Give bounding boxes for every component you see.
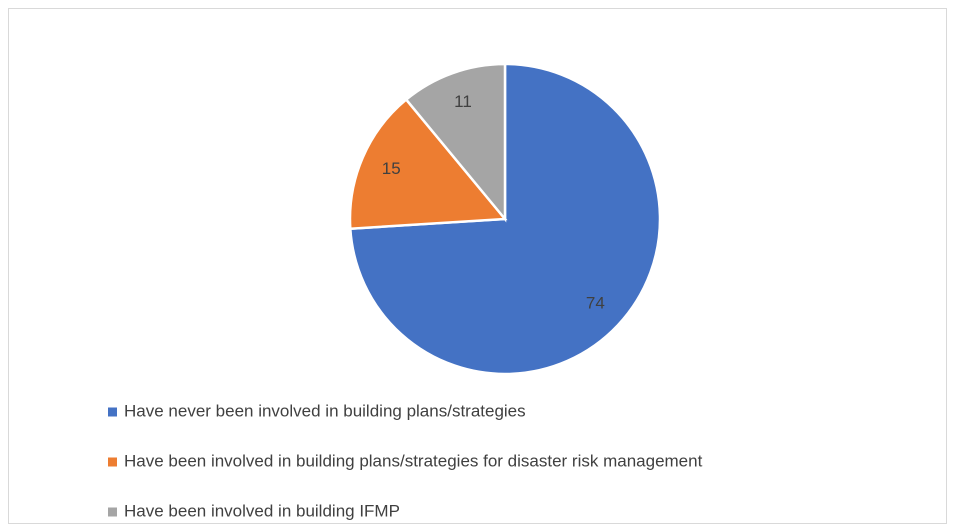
legend-label: Have been involved in building plans/str…: [124, 451, 703, 470]
data-label: 15: [382, 159, 401, 178]
legend-swatch: [108, 407, 117, 417]
legend-label: Have been involved in building IFMP: [124, 501, 400, 520]
legend-swatch: [108, 457, 117, 467]
legend-label: Have never been involved in building pla…: [124, 401, 526, 420]
pie-slice: [404, 62, 507, 223]
data-label: 11: [454, 92, 472, 111]
data-label: 74: [586, 293, 605, 312]
legend-swatch: [108, 507, 117, 517]
pie-slice: [348, 97, 508, 231]
